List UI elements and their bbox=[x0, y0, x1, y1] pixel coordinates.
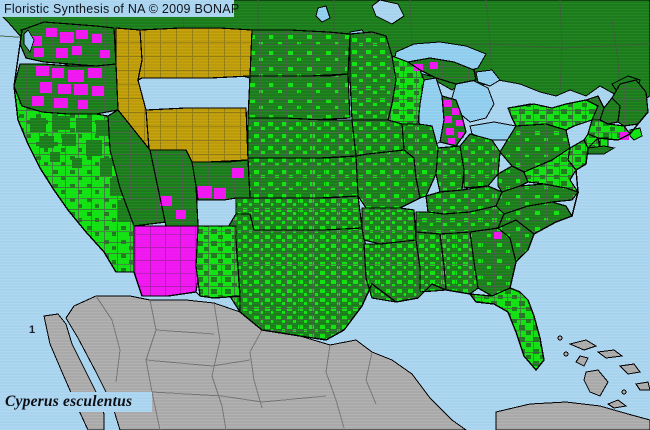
or-adventive-counties bbox=[32, 66, 104, 109]
state-ga[interactable] bbox=[469, 227, 517, 297]
state-me[interactable] bbox=[611, 79, 649, 127]
puget-sound bbox=[23, 29, 35, 53]
state-ar[interactable] bbox=[361, 207, 417, 245]
state-mt[interactable] bbox=[137, 27, 253, 82]
state-nd[interactable] bbox=[249, 29, 351, 77]
state-wv[interactable] bbox=[497, 165, 529, 193]
ca-dark-green-counties bbox=[30, 116, 132, 222]
state-ms[interactable] bbox=[415, 231, 447, 293]
state-in[interactable] bbox=[435, 145, 465, 193]
ocean-marker-text: 1 bbox=[29, 324, 36, 336]
state-ca[interactable] bbox=[13, 85, 135, 273]
wa-adventive-counties bbox=[30, 28, 110, 58]
state-ny[interactable] bbox=[507, 99, 599, 131]
title-plate-background bbox=[0, 0, 234, 17]
map-title: Floristic Synthesis of NA © 2009 BONAP bbox=[0, 0, 244, 17]
state-or[interactable] bbox=[13, 63, 119, 115]
co-adventive-counties bbox=[198, 168, 244, 199]
state-ne[interactable] bbox=[247, 117, 357, 159]
bahamas-islands bbox=[557, 335, 650, 409]
state-mi-upper[interactable] bbox=[406, 57, 477, 85]
species-name-label: Cyperus esculentus bbox=[0, 392, 139, 412]
state-ky[interactable] bbox=[425, 185, 503, 215]
lake-winnipeg-south bbox=[315, 5, 331, 23]
mi-adventive-counties bbox=[444, 100, 464, 144]
state-mo[interactable] bbox=[355, 149, 421, 209]
state-ok[interactable] bbox=[235, 195, 363, 231]
cuba-landmass bbox=[495, 401, 650, 430]
state-nm[interactable] bbox=[195, 225, 241, 299]
state-al[interactable] bbox=[439, 231, 479, 295]
foreign-land-group bbox=[43, 295, 650, 430]
state-wa[interactable] bbox=[19, 21, 117, 67]
ocean-numeric-marker: 1 bbox=[29, 324, 35, 336]
canada-inlet bbox=[371, 0, 405, 25]
us-states-group[interactable] bbox=[13, 21, 649, 371]
state-il[interactable] bbox=[401, 123, 439, 199]
state-ct[interactable] bbox=[583, 133, 601, 149]
state-mi-lower[interactable] bbox=[439, 95, 467, 147]
map-title-text: Floristic Synthesis of NA © 2009 BONAP bbox=[4, 1, 240, 16]
state-oh[interactable] bbox=[459, 133, 501, 189]
national-outline bbox=[13, 29, 649, 372]
mi-up-adventive bbox=[414, 62, 438, 71]
ga-adventive-counties bbox=[494, 232, 502, 239]
species-name-text: Cyperus esculentus bbox=[5, 393, 133, 410]
state-la[interactable] bbox=[363, 239, 433, 303]
state-va[interactable] bbox=[495, 183, 579, 215]
state-nj[interactable] bbox=[567, 139, 589, 171]
state-sc[interactable] bbox=[496, 219, 535, 264]
georgian-bay bbox=[475, 69, 501, 87]
state-wy[interactable] bbox=[145, 107, 249, 163]
mexico-landmass bbox=[65, 295, 467, 430]
species-plate-background bbox=[0, 392, 152, 412]
mexico-state-borders bbox=[95, 295, 377, 430]
state-az[interactable] bbox=[133, 225, 201, 297]
state-mn[interactable] bbox=[349, 31, 397, 121]
state-ut[interactable] bbox=[149, 149, 199, 227]
state-ks[interactable] bbox=[247, 155, 359, 199]
state-sd[interactable] bbox=[247, 73, 351, 121]
ut-adventive-counties bbox=[160, 196, 186, 219]
state-co[interactable] bbox=[191, 159, 251, 201]
